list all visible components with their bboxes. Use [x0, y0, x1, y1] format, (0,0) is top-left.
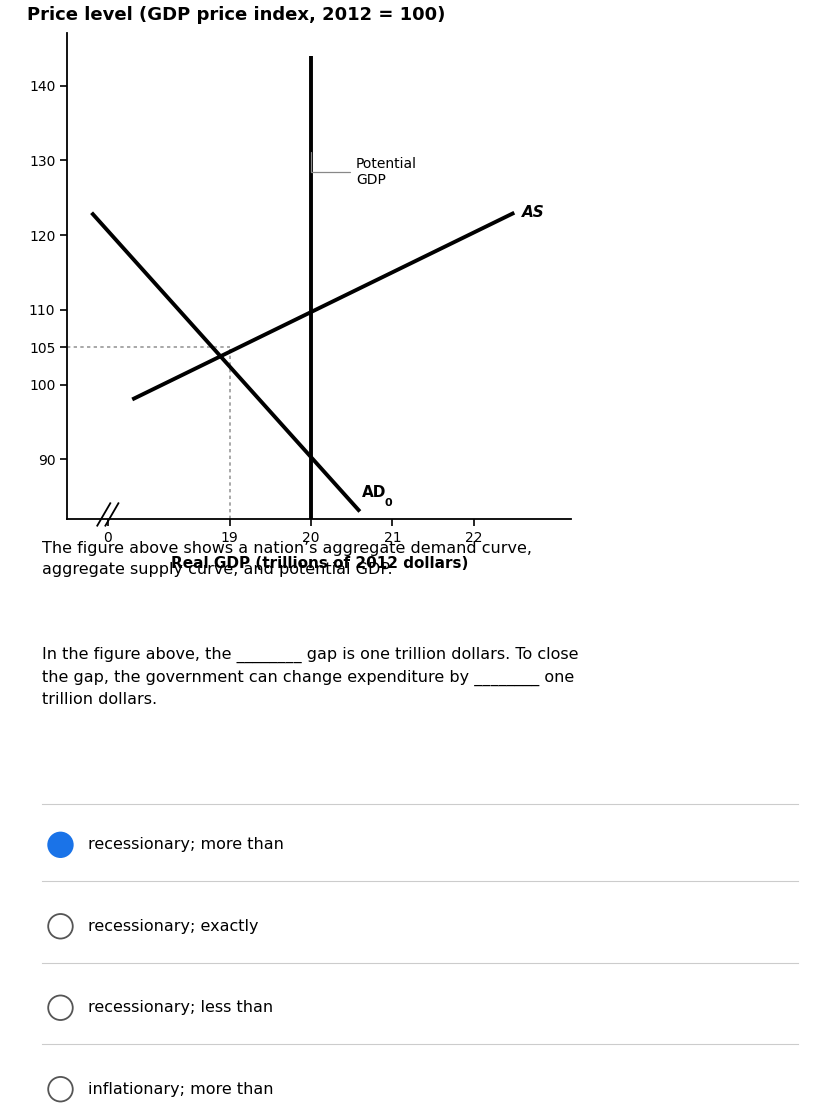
- Text: recessionary; exactly: recessionary; exactly: [88, 918, 259, 934]
- Text: Potential
GDP: Potential GDP: [311, 152, 417, 186]
- Text: 0: 0: [384, 498, 391, 508]
- Text: inflationary; more than: inflationary; more than: [88, 1081, 274, 1097]
- Text: AD: AD: [361, 485, 386, 500]
- Text: recessionary; more than: recessionary; more than: [88, 837, 284, 853]
- X-axis label: Real GDP (trillions of 2012 dollars): Real GDP (trillions of 2012 dollars): [171, 556, 468, 571]
- Text: Price level (GDP price index, 2012 = 100): Price level (GDP price index, 2012 = 100…: [27, 6, 445, 23]
- Text: recessionary; less than: recessionary; less than: [88, 1000, 273, 1016]
- Text: In the figure above, the ________ gap is one trillion dollars. To close
the gap,: In the figure above, the ________ gap is…: [42, 647, 579, 706]
- Text: AS: AS: [522, 205, 545, 220]
- Text: The figure above shows a nation’s aggregate demand curve,
aggregate supply curve: The figure above shows a nation’s aggreg…: [42, 541, 532, 577]
